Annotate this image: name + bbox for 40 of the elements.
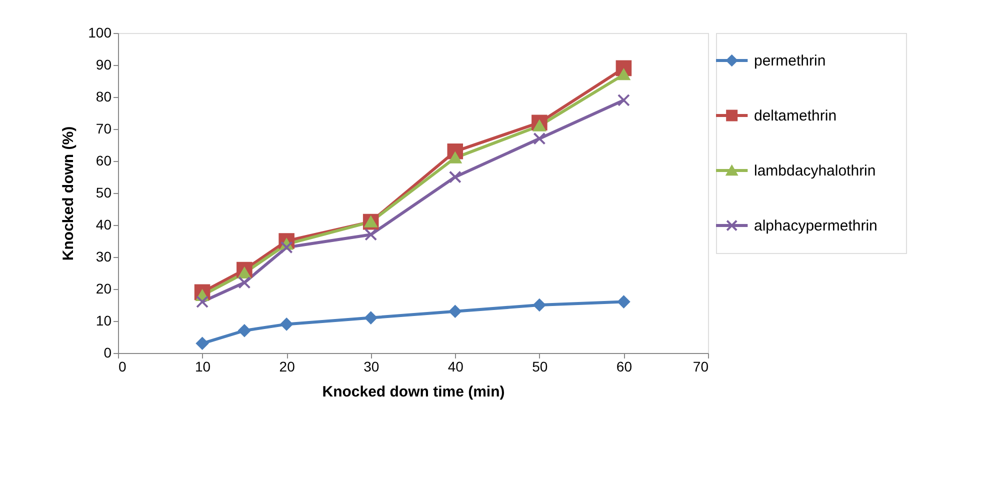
point — [533, 120, 546, 132]
point — [533, 298, 546, 312]
y-tick-label: 60 — [96, 152, 112, 168]
point — [533, 132, 546, 145]
x-tick-label: 10 — [194, 358, 211, 374]
point — [617, 296, 630, 308]
point — [238, 276, 251, 289]
y-tick-label: 30 — [96, 248, 112, 264]
y-tick-label: 50 — [96, 184, 112, 200]
y-tick-label: 10 — [96, 312, 112, 328]
x-tick-label: 20 — [279, 358, 296, 374]
point — [280, 318, 293, 330]
point — [364, 228, 378, 241]
point — [238, 324, 251, 337]
x-tick-label: 0 — [118, 358, 126, 374]
x-tick-label: 40 — [448, 358, 464, 374]
x-tick-label: 30 — [364, 358, 380, 374]
x-tick-label: 70 — [692, 358, 709, 374]
y-tick-label: 100 — [88, 24, 112, 40]
point — [196, 296, 209, 308]
x-tick-label: 60 — [616, 358, 632, 374]
y-tick-label: 40 — [96, 216, 112, 232]
y-axis-title: Knocked down (%) — [60, 126, 78, 261]
legend-label: permethrin — [754, 52, 826, 70]
point — [364, 312, 378, 324]
legend-label: deltamethrin — [754, 108, 837, 124]
x-tick-label: 50 — [532, 358, 548, 374]
point — [280, 241, 293, 254]
y-tick-label: 70 — [96, 120, 112, 136]
point — [196, 337, 209, 350]
legend-label: alphacypermethrin — [754, 218, 878, 234]
y-tick-label: 90 — [96, 56, 112, 72]
x-axis-title: Knocked down time (min) — [322, 384, 505, 400]
point — [617, 94, 630, 106]
y-tick-label: 20 — [96, 280, 112, 296]
y-tick-label: 80 — [96, 88, 112, 104]
legend-label: lambdacyhalothrin — [754, 162, 876, 180]
point — [448, 305, 462, 318]
y-tick-label: 0 — [104, 344, 112, 360]
point — [448, 170, 462, 184]
